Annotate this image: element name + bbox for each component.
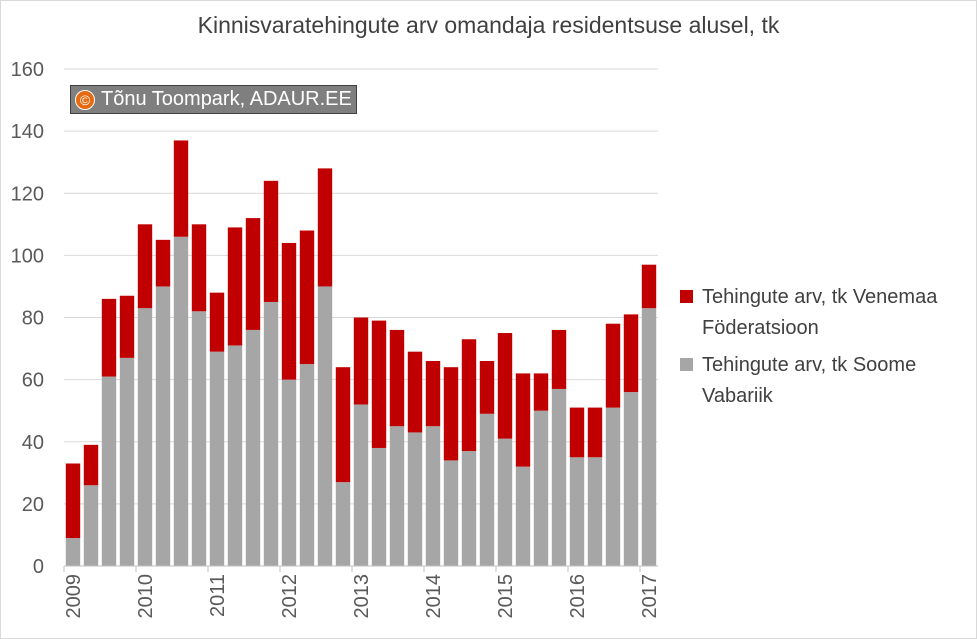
bar-segment-soome bbox=[281, 379, 297, 566]
bar-segment-venemaa bbox=[443, 367, 459, 461]
x-tick-label: 2011 bbox=[207, 574, 229, 617]
legend-swatch-venemaa bbox=[680, 290, 693, 303]
bar-segment-soome bbox=[443, 460, 459, 566]
bar-segment-venemaa bbox=[461, 339, 477, 452]
bar-segment-venemaa bbox=[119, 295, 135, 358]
y-tick-label: 40 bbox=[22, 432, 44, 454]
bar-segment-venemaa bbox=[515, 373, 531, 467]
bar-segment-venemaa bbox=[497, 333, 513, 439]
bar-segment-soome bbox=[173, 236, 189, 567]
y-tick-label: 100 bbox=[11, 245, 44, 267]
bar-segment-venemaa bbox=[569, 407, 585, 458]
bar-segment-venemaa bbox=[101, 298, 117, 377]
bar-segment-venemaa bbox=[263, 180, 279, 302]
bar-segment-venemaa bbox=[353, 317, 369, 405]
legend-item-soome: Tehingute arv, tk Soome Vabariik bbox=[680, 350, 975, 412]
bar-segment-soome bbox=[119, 357, 135, 566]
y-tick-label: 120 bbox=[11, 183, 44, 205]
x-tick-label: 2017 bbox=[639, 574, 661, 619]
copyright-icon: © bbox=[75, 89, 95, 110]
bar-segment-venemaa bbox=[281, 242, 297, 380]
y-tick-label: 140 bbox=[11, 121, 44, 143]
legend-item-venemaa: Tehingute arv, tk Venemaa Föderatsioon bbox=[680, 282, 975, 344]
bar-segment-soome bbox=[155, 286, 171, 566]
x-tick-label: 2012 bbox=[279, 574, 301, 619]
bar-segment-soome bbox=[245, 329, 261, 566]
bar-segment-venemaa bbox=[191, 224, 207, 312]
bar-segment-soome bbox=[209, 351, 225, 566]
bar-segment-venemaa bbox=[425, 360, 441, 427]
bar-segment-venemaa bbox=[317, 168, 333, 287]
bar-segment-venemaa bbox=[407, 351, 423, 433]
bar-segment-venemaa bbox=[173, 140, 189, 237]
bar-segment-venemaa bbox=[533, 373, 549, 411]
bar-segment-soome bbox=[227, 345, 243, 566]
bar-segment-soome bbox=[533, 410, 549, 566]
bar-segment-soome bbox=[299, 364, 315, 566]
bar-segment-soome bbox=[641, 308, 657, 566]
y-tick-label: 80 bbox=[22, 308, 44, 330]
bar-segment-venemaa bbox=[641, 264, 657, 309]
legend-label-soome: Tehingute arv, tk Soome Vabariik bbox=[702, 354, 917, 407]
bar-segment-venemaa bbox=[587, 407, 603, 458]
bar-segment-soome bbox=[569, 457, 585, 566]
bar-segment-soome bbox=[353, 404, 369, 566]
x-tick-label: 2014 bbox=[423, 574, 445, 619]
bar-segment-soome bbox=[65, 538, 81, 566]
bar-segment-soome bbox=[317, 286, 333, 566]
bar-segment-soome bbox=[551, 388, 567, 566]
bar-segment-venemaa bbox=[551, 329, 567, 389]
bar-segment-venemaa bbox=[65, 463, 81, 539]
bar-segment-soome bbox=[425, 426, 441, 566]
bar-segment-venemaa bbox=[335, 367, 351, 483]
bar-segment-venemaa bbox=[299, 230, 315, 365]
bar-segment-soome bbox=[623, 392, 639, 566]
bar-segment-soome bbox=[407, 432, 423, 566]
bar-segment-venemaa bbox=[227, 227, 243, 346]
bar-segment-soome bbox=[371, 447, 387, 566]
bar-segment-venemaa bbox=[389, 329, 405, 427]
x-tick-label: 2015 bbox=[495, 574, 517, 619]
y-tick-label: 60 bbox=[22, 370, 44, 392]
bar-segment-soome bbox=[263, 301, 279, 566]
bar-segment-venemaa bbox=[137, 224, 153, 309]
bar-segment-venemaa bbox=[83, 444, 99, 486]
bar-segment-soome bbox=[605, 407, 621, 566]
bar-segment-soome bbox=[461, 451, 477, 566]
y-tick-label: 20 bbox=[22, 494, 44, 516]
x-tick-label: 2013 bbox=[351, 574, 373, 619]
x-tick-label: 2009 bbox=[63, 574, 85, 619]
x-tick-label: 2016 bbox=[567, 574, 589, 619]
bar-segment-soome bbox=[497, 438, 513, 566]
bar-segment-venemaa bbox=[209, 292, 225, 352]
legend-label-venemaa: Tehingute arv, tk Venemaa Föderatsioon bbox=[702, 286, 938, 339]
copyright-text: Tõnu Toompark, ADAUR.EE bbox=[101, 88, 352, 110]
bar-segment-soome bbox=[101, 376, 117, 566]
bar-segment-soome bbox=[389, 426, 405, 566]
bar-segment-venemaa bbox=[479, 360, 495, 414]
chart-title: Kinnisvaratehingute arv omandaja residen… bbox=[197, 12, 780, 38]
bar-segment-soome bbox=[137, 308, 153, 566]
legend-swatch-soome bbox=[680, 358, 693, 371]
bar-segment-venemaa bbox=[623, 314, 639, 393]
bar-segment-soome bbox=[335, 482, 351, 566]
bar-segment-venemaa bbox=[605, 323, 621, 408]
bar-segment-soome bbox=[191, 311, 207, 566]
bar-segment-venemaa bbox=[155, 239, 171, 287]
bar-segment-venemaa bbox=[371, 320, 387, 448]
y-tick-label: 160 bbox=[11, 59, 44, 81]
bar-segment-venemaa bbox=[245, 218, 261, 330]
x-tick-label: 2010 bbox=[135, 574, 157, 619]
bar-segment-soome bbox=[479, 413, 495, 566]
y-tick-label: 0 bbox=[33, 556, 44, 578]
copyright-watermark: © Tõnu Toompark, ADAUR.EE bbox=[70, 85, 357, 114]
bar-segment-soome bbox=[83, 485, 99, 566]
bar-segment-soome bbox=[587, 457, 603, 566]
bar-segment-soome bbox=[515, 466, 531, 566]
legend: Tehingute arv, tk Venemaa Föderatsioon T… bbox=[680, 282, 975, 418]
